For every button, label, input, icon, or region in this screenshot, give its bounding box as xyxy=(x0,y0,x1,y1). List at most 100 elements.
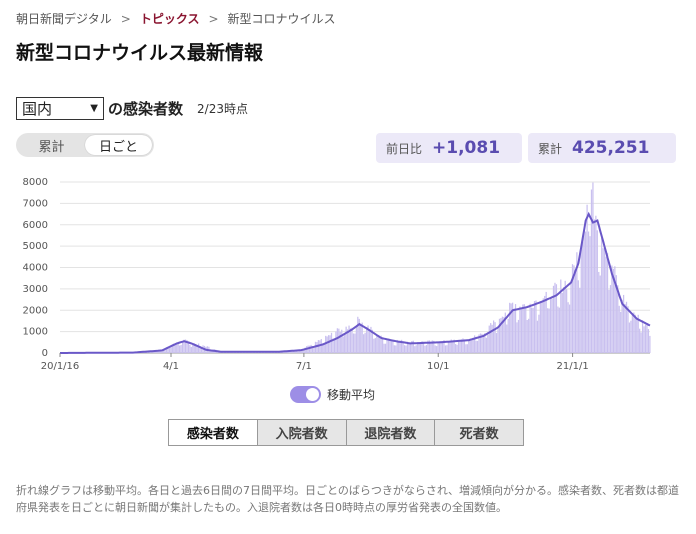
daily-bar xyxy=(303,349,305,353)
daily-bar xyxy=(634,314,636,353)
total-label: 累計 xyxy=(538,141,563,156)
daily-bar xyxy=(438,342,441,353)
x-tick-label: 20/1/16 xyxy=(41,361,80,372)
daily-bar xyxy=(415,345,417,353)
daily-bar xyxy=(389,339,391,353)
region-select[interactable]: 国内 ▼ xyxy=(16,97,104,120)
daily-bar xyxy=(503,317,505,353)
daily-bar xyxy=(482,334,485,353)
daily-bar xyxy=(456,344,458,353)
daily-bar xyxy=(585,231,587,353)
daily-bar xyxy=(466,344,468,353)
daily-bar xyxy=(170,347,172,353)
daily-bar xyxy=(402,342,404,353)
daily-bar xyxy=(447,341,449,353)
daily-bar xyxy=(444,345,447,353)
chart-note: 折れ線グラフは移動平均。各日と過去6日間の7日間平均。日ごとのばらつきがならされ… xyxy=(16,484,679,514)
daily-bar xyxy=(446,345,448,353)
daily-bar xyxy=(433,340,435,353)
daily-bar xyxy=(393,345,395,353)
daily-bar xyxy=(509,302,511,353)
daily-bar xyxy=(374,338,376,353)
tab-cases[interactable]: 感染者数 xyxy=(169,420,257,445)
breadcrumb-home[interactable]: 朝日新聞デジタル xyxy=(16,12,112,26)
daily-bar xyxy=(192,343,194,353)
daily-bar xyxy=(457,339,460,353)
daily-bar xyxy=(327,335,330,353)
daily-bar xyxy=(361,322,363,353)
daily-bar xyxy=(379,336,381,353)
daily-bar xyxy=(186,340,188,353)
daily-bar xyxy=(617,285,619,353)
daily-bar xyxy=(641,320,644,353)
daily-bar xyxy=(468,339,470,353)
daily-bar xyxy=(557,306,559,353)
daily-bar xyxy=(383,343,385,353)
daily-bar xyxy=(526,320,528,353)
region-select-value: 国内 xyxy=(22,100,53,118)
daily-bar xyxy=(571,264,574,353)
daily-bar xyxy=(647,329,650,353)
daily-bar xyxy=(536,320,539,353)
daily-bar xyxy=(478,334,480,353)
daily-bar xyxy=(408,342,410,353)
daily-bar xyxy=(370,326,372,353)
daily-bar xyxy=(475,340,477,353)
moving-average-toggle[interactable]: 移動平均 xyxy=(290,386,375,403)
view-cumulative-option[interactable]: 累計 xyxy=(38,139,65,155)
daily-bar xyxy=(506,324,508,353)
daily-bar xyxy=(357,316,359,353)
daily-bar xyxy=(414,346,416,353)
metric-tabs: 感染者数 入院者数 退院者数 死者数 xyxy=(168,419,524,446)
daily-bar xyxy=(398,340,400,353)
daily-bar xyxy=(323,344,325,353)
daily-bar xyxy=(544,295,546,353)
tab-discharged[interactable]: 退院者数 xyxy=(345,420,435,445)
y-tick-label: 0 xyxy=(42,348,48,359)
daily-bar xyxy=(434,345,436,353)
page-title: 新型コロナウイルス最新情報 xyxy=(16,42,264,64)
daily-bar xyxy=(310,344,312,353)
daily-bar xyxy=(601,237,603,353)
daily-bar xyxy=(406,341,409,353)
moving-average-switch[interactable] xyxy=(290,386,321,403)
daily-bar xyxy=(542,298,544,353)
daily-bar xyxy=(436,346,438,353)
breadcrumb-topics[interactable]: トピックス xyxy=(139,12,200,26)
daily-bar xyxy=(412,340,414,353)
daily-bar xyxy=(507,318,509,353)
daily-bar xyxy=(452,340,454,353)
daily-bar xyxy=(603,246,606,353)
daily-bar xyxy=(612,268,615,353)
breadcrumb: 朝日新聞デジタル > トピックス > 新型コロナウイルス xyxy=(16,10,336,27)
daily-bar xyxy=(176,342,178,353)
breadcrumb-separator: > xyxy=(120,11,131,26)
daily-bar xyxy=(481,333,483,353)
daily-bar xyxy=(332,338,334,353)
daily-bar xyxy=(615,275,617,353)
daily-bar xyxy=(409,342,412,353)
daily-bar xyxy=(593,219,596,353)
daily-bar xyxy=(450,339,452,353)
daily-bar xyxy=(555,284,558,353)
daily-bar xyxy=(513,308,515,353)
daily-bar xyxy=(376,335,378,353)
daily-bar xyxy=(360,324,362,353)
daily-bar xyxy=(411,341,413,353)
daily-bar xyxy=(589,236,591,353)
daily-bar xyxy=(490,323,492,353)
view-daily-option[interactable]: 日ごと xyxy=(85,135,152,155)
daily-bar xyxy=(582,241,584,353)
daily-bar xyxy=(609,285,612,353)
daily-bar xyxy=(390,339,393,353)
daily-bar xyxy=(532,307,534,353)
daily-bar xyxy=(500,318,502,353)
tab-hospitalized[interactable]: 入院者数 xyxy=(256,420,346,445)
daily-bar xyxy=(198,343,200,353)
moving-average-line xyxy=(60,211,651,354)
daily-bar xyxy=(386,338,388,353)
daily-bar xyxy=(167,346,169,353)
tab-deaths[interactable]: 死者数 xyxy=(434,420,523,445)
daily-bar xyxy=(587,231,590,353)
daily-bar xyxy=(295,350,298,353)
